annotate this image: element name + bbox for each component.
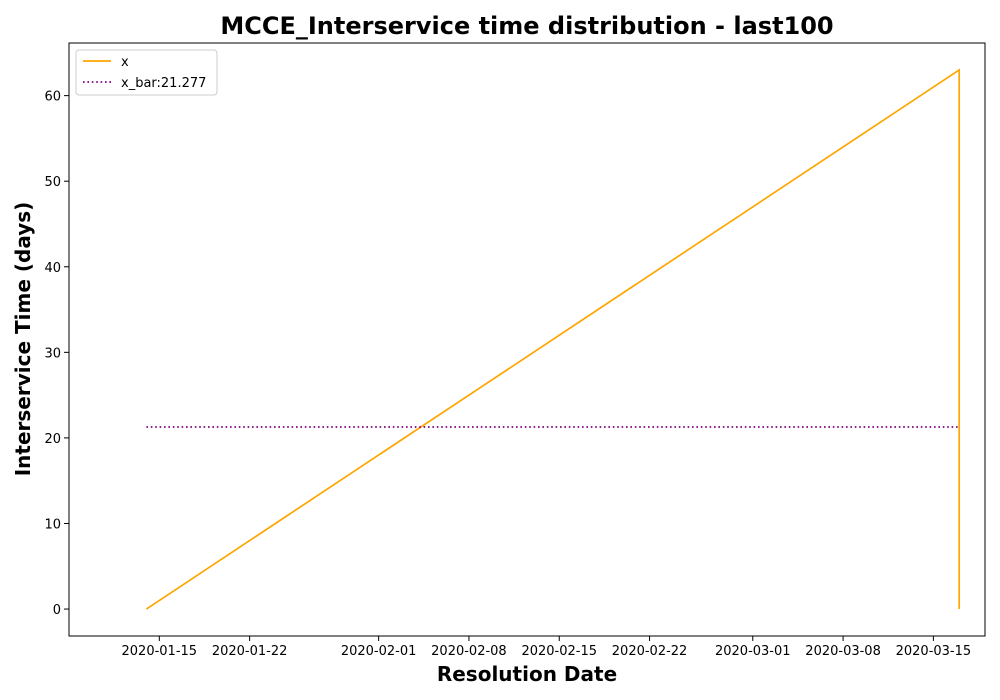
y-tick-label-6: 60 xyxy=(44,90,61,105)
legend-box xyxy=(75,49,218,96)
x-tick-label-0: 2020-01-15 xyxy=(122,644,198,659)
y-tick-label-4: 40 xyxy=(44,261,61,276)
x-tick-label-2: 2020-02-01 xyxy=(341,644,417,659)
x-tick-label-1: 2020-01-22 xyxy=(212,644,288,659)
x-tick-label-4: 2020-02-15 xyxy=(521,644,597,659)
chart-title: MCCE_Interservice time distribution - la… xyxy=(220,12,833,40)
x-axis-label: Resolution Date xyxy=(437,662,617,686)
series-line-0 xyxy=(145,68,961,610)
x-tick-label-5: 2020-02-22 xyxy=(612,644,688,659)
y-tick-label-1: 10 xyxy=(44,517,61,532)
plot-area: 2020-01-15 2020-01-22 2020-02-01 2020-02-08… xyxy=(44,42,986,659)
y-tick-label-3: 30 xyxy=(44,346,61,361)
plot-frame xyxy=(68,42,986,637)
y-tick-label-0: 0 xyxy=(53,603,61,618)
legend-label-0: x xyxy=(121,55,129,70)
x-tick-label-7: 2020-03-08 xyxy=(805,644,881,659)
y-tick-label-5: 50 xyxy=(44,175,61,190)
legend-label-1: x_bar:21.277 xyxy=(121,76,206,91)
x-tick-label-6: 2020-03-01 xyxy=(715,644,791,659)
x-tick-label-8: 2020-03-15 xyxy=(896,644,972,659)
y-axis-label: Interservice Time (days) xyxy=(11,202,35,477)
x-tick-label-3: 2020-02-08 xyxy=(431,644,507,659)
y-tick-label-2: 20 xyxy=(44,432,61,447)
